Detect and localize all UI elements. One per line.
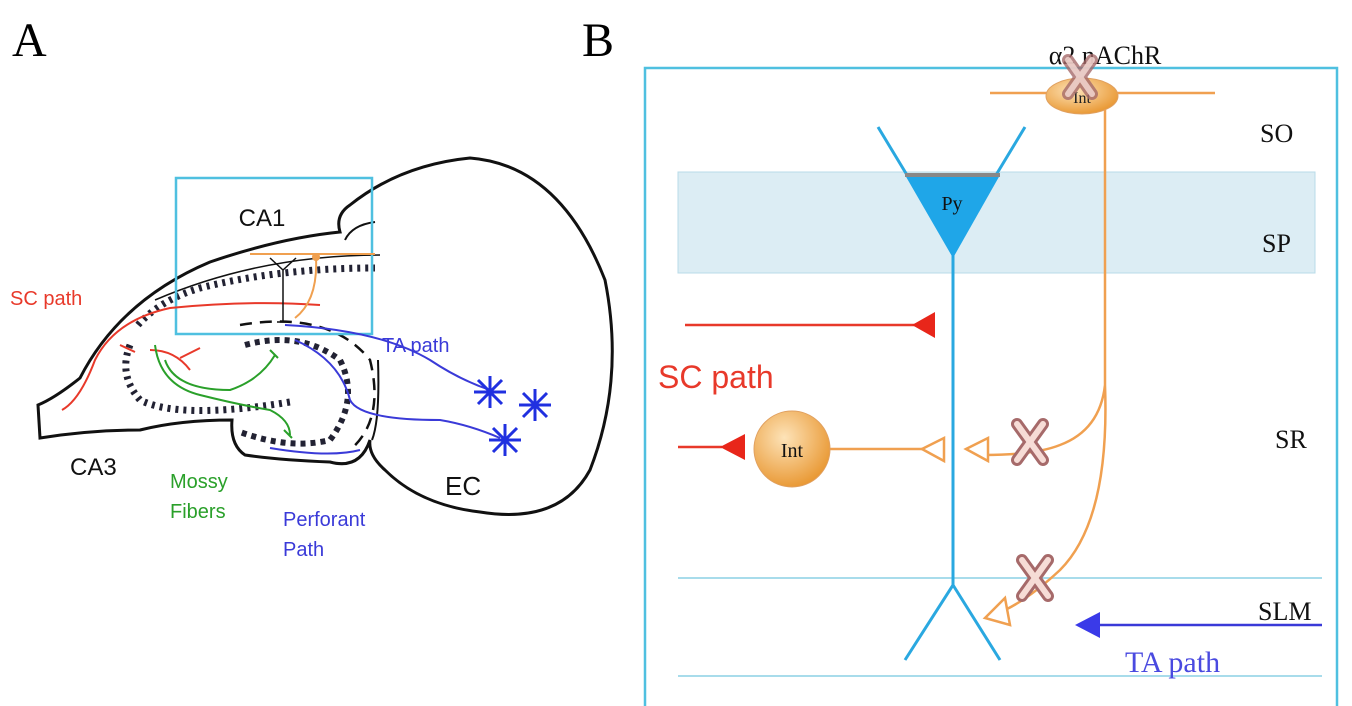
ec-neurons <box>474 376 551 456</box>
layer-label: SP <box>1262 229 1291 258</box>
pathway-label: Fibers <box>170 501 226 523</box>
int-terminal <box>966 438 988 461</box>
layer-label: SR <box>1275 425 1307 454</box>
layer-label: SLM <box>1258 597 1311 626</box>
region-label: CA1 <box>239 205 286 232</box>
layer-label: SO <box>1260 119 1293 148</box>
int-terminal <box>922 438 944 461</box>
cell-label: Int <box>781 440 804 462</box>
pathway-label: TA path <box>1125 646 1220 679</box>
ca1-arc <box>155 255 380 300</box>
sp-band <box>678 172 1315 273</box>
sc-path-fiber <box>62 303 320 410</box>
pathway-label: TA path <box>382 335 449 357</box>
panel-label: A <box>12 14 47 67</box>
figure: A CA1 SC path TA path CA3 Mossy Fibers P… <box>0 0 1352 706</box>
sc-terminal <box>720 434 745 460</box>
pathway-label: Path <box>283 539 324 561</box>
hippocampus-outline <box>38 158 612 514</box>
panel-label: B <box>582 14 614 67</box>
pathway-label: SC path <box>658 359 774 395</box>
pathway-label: Mossy <box>170 471 228 493</box>
interneuron-soma <box>312 253 320 261</box>
pyramidal-layer <box>126 268 375 411</box>
region-label: CA3 <box>70 454 117 481</box>
pathway-label: Perforant <box>283 509 366 531</box>
ta-terminal <box>1075 612 1100 638</box>
granule-layer <box>240 340 348 444</box>
panel-a: A CA1 SC path TA path CA3 Mossy Fibers P… <box>10 14 612 561</box>
knockout-mark <box>1017 60 1092 596</box>
sc-terminal <box>912 312 935 338</box>
int-terminal <box>985 598 1010 625</box>
pyramidal-cell <box>270 258 296 322</box>
interneuron-fiber <box>250 254 375 318</box>
panel-b: B Py SC path Int α2 nAChR Int TA path SO… <box>582 14 1337 706</box>
region-label: EC <box>445 471 481 501</box>
pathway-label: SC path <box>10 288 82 310</box>
cell-label: Py <box>941 193 962 215</box>
